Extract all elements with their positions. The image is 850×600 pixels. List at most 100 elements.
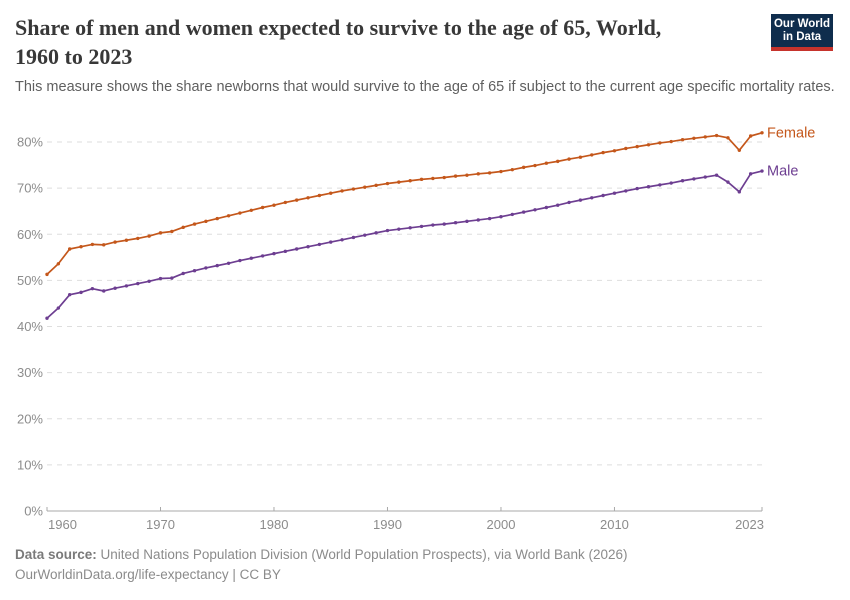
data-source-text: United Nations Population Division (Worl… [96, 547, 628, 562]
data-point-male-2020 [726, 180, 730, 184]
data-point-female-1963 [79, 245, 83, 249]
data-point-male-2013 [646, 185, 651, 189]
data-point-female-1962 [67, 247, 72, 251]
data-point-female-2011 [624, 146, 628, 151]
chart-title: Share of men and women expected to survi… [15, 13, 760, 71]
data-point-female-1972 [181, 225, 185, 230]
data-point-female-1992 [408, 179, 412, 183]
data-point-male-1974 [204, 266, 208, 270]
line-chart: 0% 10% 20% 30% 40% 50% 60% 70% 80% 1960 1970 1980 19… [17, 125, 815, 532]
data-point-male-1969 [147, 279, 151, 283]
data-point-male-2008 [590, 196, 594, 200]
data-point-male-2005 [556, 203, 560, 207]
data-point-male-1985 [329, 240, 333, 244]
owid-logo-line1: Our World [773, 18, 830, 30]
data-point-male-1994 [431, 223, 435, 227]
data-point-female-1993 [419, 177, 424, 182]
data-point-female-2014 [658, 141, 662, 145]
owid-logo-line2: in Data [782, 31, 822, 43]
chart-title-line1: Share of men and women expected to survi… [15, 15, 662, 40]
data-point-male-1963 [79, 290, 83, 295]
data-point-female-1997 [465, 173, 469, 177]
data-point-male-2022 [748, 172, 753, 176]
data-point-male-1976 [226, 261, 231, 266]
data-point-male-1992 [408, 226, 412, 230]
data-point-male-1991 [397, 227, 401, 231]
data-point-female-1974 [204, 219, 208, 224]
data-point-female-2019 [714, 133, 719, 138]
data-point-male-1975 [215, 263, 219, 268]
data-point-male-1972 [181, 271, 185, 276]
x-tick-label-1980: 1980 [260, 517, 289, 532]
data-point-male-1989 [374, 231, 378, 235]
data-point-male-1962 [67, 292, 72, 297]
data-point-female-2009 [601, 150, 605, 155]
data-point-female-1961 [56, 262, 61, 266]
data-point-male-1997 [465, 219, 469, 224]
y-tick-label-80%: 80% [17, 135, 43, 150]
data-point-male-2017 [692, 177, 696, 181]
data-point-male-2010 [612, 191, 617, 195]
data-point-male-1988 [363, 233, 367, 237]
data-point-female-1984 [317, 193, 322, 198]
x-tick-label-2010: 2010 [600, 517, 629, 532]
data-point-female-2000 [499, 169, 503, 174]
data-point-male-2009 [601, 193, 605, 198]
data-point-male-2006 [567, 200, 571, 205]
data-point-male-1986 [340, 238, 344, 242]
data-point-male-1965 [102, 289, 106, 293]
data-point-male-1990 [385, 228, 390, 233]
data-point-female-1995 [442, 175, 446, 180]
data-point-female-2010 [612, 149, 617, 153]
x-tick-label-1990: 1990 [373, 517, 402, 532]
y-tick-label-50%: 50% [17, 273, 43, 288]
data-point-female-1960 [45, 272, 49, 277]
data-point-female-1969 [147, 234, 151, 238]
y-tick-label-40%: 40% [17, 319, 43, 334]
data-point-female-1976 [226, 214, 231, 218]
data-point-female-1985 [329, 191, 333, 195]
data-point-female-1990 [385, 181, 390, 186]
data-point-male-1979 [260, 254, 265, 258]
chart-footer: Data source: United Nations Population D… [15, 545, 628, 584]
data-point-male-1964 [90, 286, 95, 291]
data-point-female-2008 [590, 153, 594, 157]
data-point-male-1971 [170, 276, 174, 280]
data-point-female-1988 [363, 185, 367, 189]
data-point-male-1973 [192, 268, 197, 273]
data-point-female-1983 [306, 196, 310, 200]
data-point-male-2000 [499, 215, 503, 219]
data-point-female-1975 [215, 216, 219, 221]
data-point-male-1995 [442, 222, 446, 226]
x-tick-label-2000: 2000 [487, 517, 516, 532]
data-point-female-2015 [669, 139, 673, 144]
data-point-female-1964 [90, 242, 95, 247]
data-point-male-2007 [578, 198, 583, 202]
y-tick-label-0%: 0% [24, 504, 43, 519]
data-point-female-2004 [544, 161, 549, 165]
license-line: OurWorldinData.org/life-expectancy | CC … [15, 566, 281, 582]
data-point-female-1970 [158, 231, 163, 235]
owid-logo: Our World in Data [771, 14, 833, 51]
data-point-male-2014 [658, 183, 662, 187]
data-point-female-2016 [680, 137, 685, 142]
data-point-female-2022 [748, 134, 753, 138]
data-point-female-2007 [578, 155, 583, 159]
data-point-female-1967 [124, 238, 129, 242]
data-point-female-1987 [351, 187, 356, 191]
data-point-female-2020 [726, 136, 730, 140]
data-point-female-1991 [397, 180, 401, 184]
data-point-male-1982 [294, 247, 299, 251]
data-point-female-1989 [374, 183, 378, 188]
y-tick-label-70%: 70% [17, 181, 43, 196]
data-point-male-1977 [238, 258, 242, 263]
data-point-female-2001 [510, 167, 515, 172]
data-point-male-2021 [737, 190, 742, 194]
data-point-male-2011 [624, 189, 628, 193]
data-point-male-1987 [351, 235, 356, 240]
data-point-female-1980 [272, 203, 276, 207]
x-tick-label-1970: 1970 [146, 517, 175, 532]
data-point-male-1968 [136, 281, 140, 286]
data-point-male-1961 [56, 306, 61, 310]
series-label-female: Female [767, 125, 815, 141]
